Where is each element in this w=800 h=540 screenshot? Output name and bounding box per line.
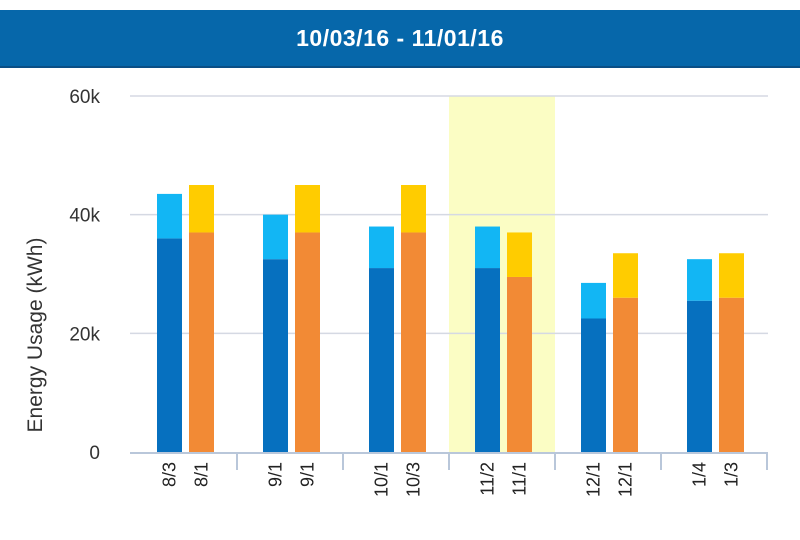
bar-top-segment	[401, 185, 426, 233]
bar-base-segment	[581, 318, 606, 452]
bar-base-segment	[263, 259, 288, 452]
date-range-title: 10/03/16 - 11/01/16	[296, 24, 504, 51]
bar-base-segment	[687, 300, 712, 452]
x-tick-label: 10/1	[372, 462, 392, 497]
x-tick-label: 8/1	[192, 462, 212, 487]
bar-top-segment	[475, 226, 500, 269]
bar-base-segment	[295, 232, 320, 452]
x-tick-label: 11/1	[510, 462, 530, 496]
x-tick-label: 9/1	[298, 462, 318, 487]
bar-base-segment	[613, 297, 638, 452]
x-tick-label: 8/3	[160, 462, 180, 487]
bar-top-segment	[719, 253, 744, 298]
y-axis-label: Energy Usage (kWh)	[24, 238, 47, 433]
x-tick-label: 10/3	[404, 462, 424, 497]
x-tick-label: 9/1	[266, 462, 286, 487]
y-tick-label: 60k	[69, 87, 100, 108]
bar-base-segment	[189, 232, 214, 452]
bar-top-segment	[263, 214, 288, 260]
bar-top-segment	[369, 226, 394, 269]
bar-top-segment	[295, 185, 320, 233]
bar-base-segment	[157, 238, 182, 452]
chart-header: 10/03/16 - 11/01/16	[0, 10, 800, 68]
x-tick-label: 12/1	[584, 462, 604, 497]
bar-top-segment	[687, 259, 712, 301]
bar-top-segment	[189, 185, 214, 233]
y-tick-label: 40k	[69, 206, 100, 227]
x-tick-label: 12/1	[616, 462, 636, 497]
bar-base-segment	[401, 232, 426, 452]
bar-top-segment	[613, 253, 638, 298]
bar-base-segment	[369, 268, 394, 452]
bar-top-segment	[157, 193, 182, 239]
x-tick-label: 11/2	[478, 462, 498, 496]
y-tick-label: 20k	[69, 324, 100, 345]
x-tick-label: 1/4	[690, 462, 710, 487]
y-tick-label: 0	[89, 443, 100, 464]
bar-base-segment	[507, 276, 532, 452]
bar-top-segment	[581, 282, 606, 319]
highlighted-period	[449, 96, 555, 452]
bar-top-segment	[507, 232, 532, 277]
bar-base-segment	[475, 268, 500, 452]
bar-base-segment	[719, 297, 744, 452]
x-tick-label: 1/3	[722, 462, 742, 487]
